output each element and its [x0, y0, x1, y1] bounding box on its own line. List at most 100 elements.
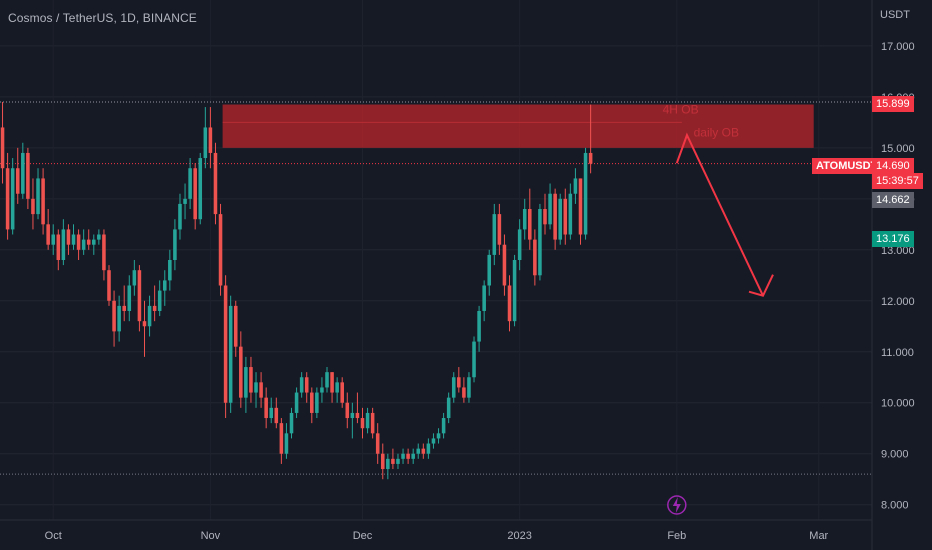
candle-body [5, 168, 10, 230]
candle-body [107, 270, 111, 301]
candle-body [152, 305, 157, 311]
candle-body [223, 285, 228, 403]
lightning-icon-ring [667, 495, 687, 515]
candle-body [127, 285, 132, 311]
candle-body [401, 453, 405, 459]
candle-body [467, 377, 471, 398]
candle-body [380, 453, 385, 470]
candle-body [76, 234, 81, 250]
grey-level-tag: 14.662 [872, 192, 914, 208]
candle-body [233, 305, 238, 347]
candle-body [421, 448, 426, 454]
candle-body [416, 448, 421, 454]
candle-body [451, 377, 456, 398]
projection-arrow-head [748, 274, 774, 297]
x-tick-label: Feb [667, 530, 686, 542]
candle-body [568, 193, 573, 235]
candle-body [244, 367, 248, 398]
x-tick-label: 2023 [507, 530, 531, 542]
candle-body [411, 453, 415, 459]
candle-body [142, 321, 147, 327]
candle-body [457, 377, 461, 388]
candle-body [533, 239, 537, 276]
candle-body [502, 244, 507, 286]
candle-body [183, 198, 187, 204]
candle-body [482, 285, 486, 311]
candle-body [173, 229, 177, 260]
last-price-tag: 14.690 [872, 158, 914, 174]
candle-body [558, 198, 562, 240]
candle-body [41, 178, 45, 225]
candle-body [203, 127, 208, 159]
y-tick-label: 17.000 [881, 41, 915, 53]
y-tick-label: 15.000 [881, 143, 915, 155]
candle-body [436, 433, 441, 439]
candle-body [370, 412, 375, 434]
candle-body [239, 346, 243, 398]
candle-body [71, 234, 76, 245]
symbol-title[interactable]: Cosmos / TetherUS, 1D, BINANCE [8, 11, 197, 25]
candle-body [431, 438, 436, 444]
candle-body [289, 412, 294, 434]
candle-body [46, 224, 50, 245]
zone-top-price-tag: 15.899 [872, 96, 914, 112]
candle-body [583, 152, 588, 235]
candle-body [522, 209, 527, 230]
candle-body [122, 305, 126, 311]
candle-body [269, 407, 274, 419]
candle-body [487, 254, 492, 286]
candle-body [528, 209, 532, 240]
x-tick-label: Nov [201, 530, 221, 542]
candle-body [157, 290, 162, 311]
candle-body [294, 392, 299, 413]
candle-body [335, 382, 339, 393]
candle-body [132, 270, 137, 286]
candle-body [477, 310, 481, 342]
candle-body [563, 198, 568, 235]
candle-body [102, 234, 106, 271]
zone-label-daily: daily OB [694, 126, 739, 140]
candle-body [97, 234, 101, 240]
candle-body [330, 372, 334, 393]
candle-body [61, 229, 66, 260]
candle-body [391, 458, 395, 464]
candle-body [168, 260, 172, 281]
candle-body [208, 127, 213, 153]
currency-label[interactable]: USDT [880, 9, 910, 21]
candle-body [254, 382, 258, 393]
candle-body [81, 239, 86, 250]
candle-body [492, 214, 497, 255]
candle-body [573, 178, 578, 194]
candle-body [218, 214, 223, 286]
candle-body [264, 397, 268, 419]
candle-body [86, 239, 91, 245]
candle-body [345, 402, 350, 419]
candle-body [396, 458, 400, 464]
candle-body [355, 412, 360, 419]
candle-body [386, 458, 390, 470]
candle-body [274, 407, 279, 424]
candle-body [213, 152, 218, 215]
x-tick-label: Dec [353, 530, 373, 542]
candle-body [446, 397, 451, 419]
candle-body [10, 168, 15, 230]
y-tick-label: 10.000 [881, 398, 915, 410]
candle-body [553, 193, 557, 240]
candle-body [92, 239, 96, 245]
candle-body [315, 392, 319, 413]
lightning-icon [672, 497, 681, 513]
candle-body [507, 285, 512, 322]
x-tick-label: Mar [809, 530, 828, 542]
candle-body [375, 433, 380, 454]
candle-body [137, 270, 142, 322]
candle-body [15, 168, 20, 194]
candle-body [350, 412, 355, 419]
candle-body [548, 193, 552, 225]
candle-body [543, 209, 547, 225]
candle-body [178, 203, 182, 230]
candle-body [365, 412, 370, 429]
candle-body [304, 377, 309, 393]
candle-body [284, 433, 289, 454]
candle-body [0, 127, 5, 169]
